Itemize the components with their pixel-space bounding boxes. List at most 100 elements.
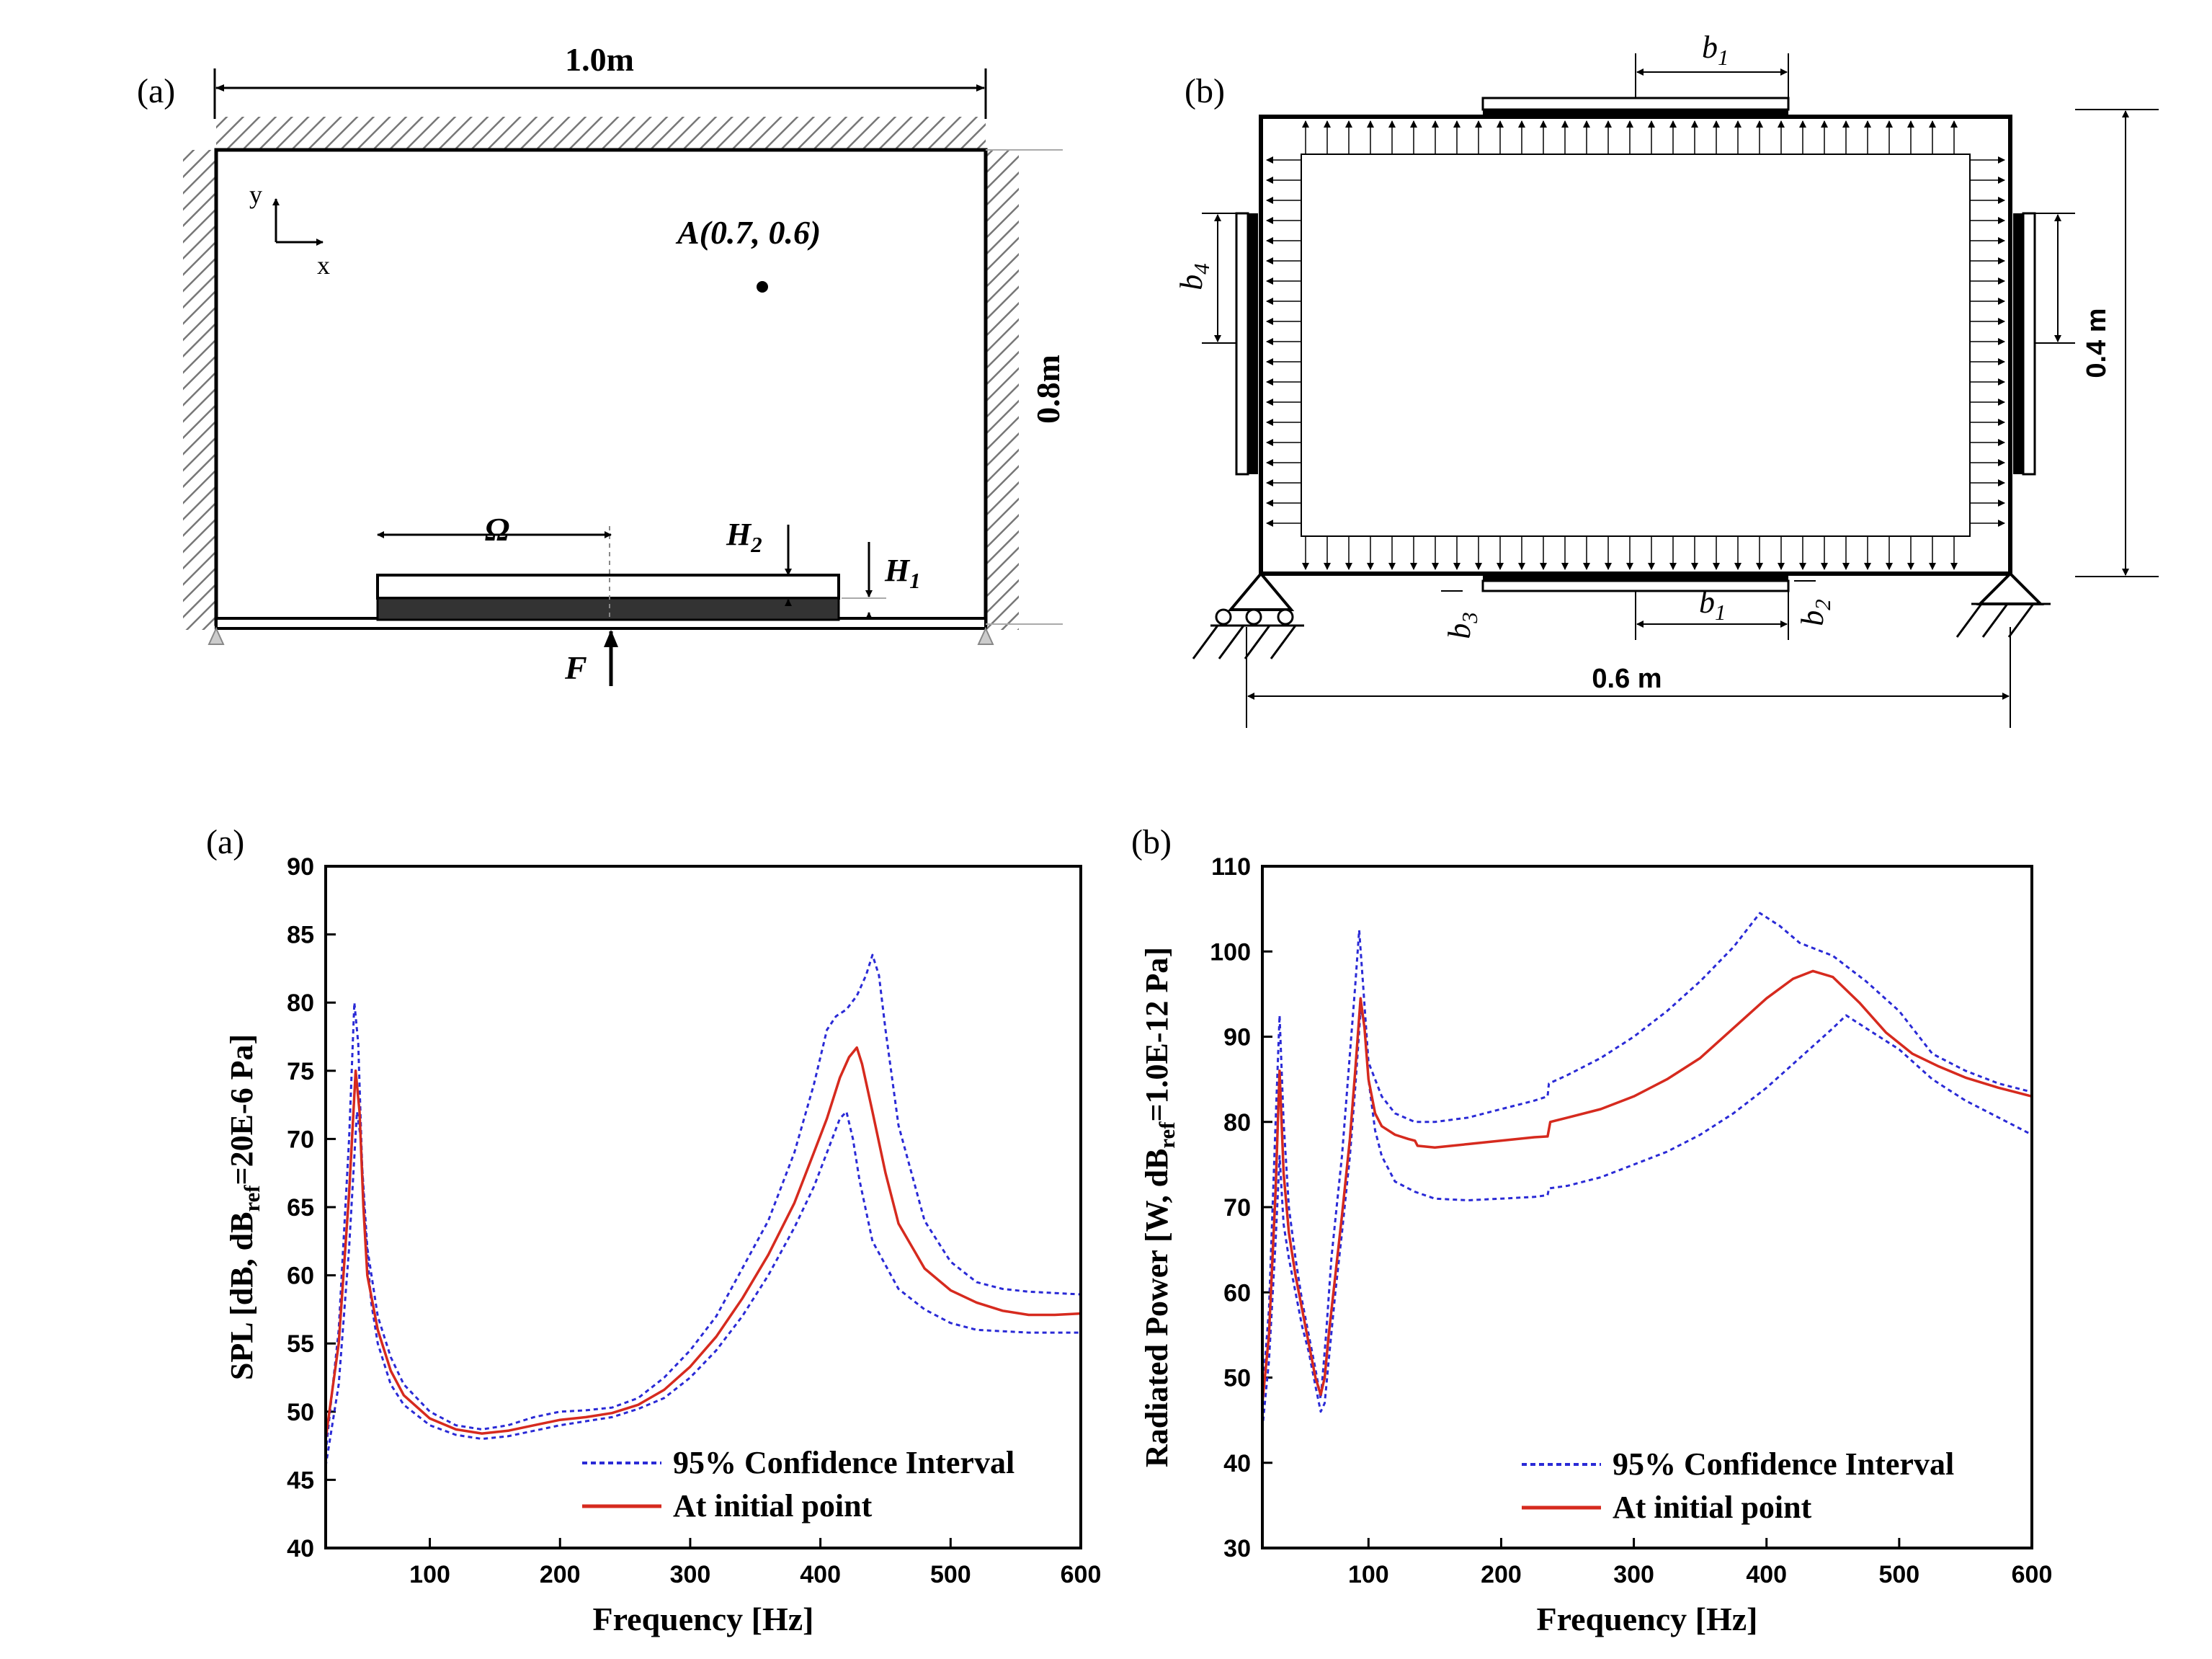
y-tick-label: 55 (287, 1330, 314, 1358)
chart-b: (b) 100 200 300 400 500 600 30 40 50 60 70 80 90 100 1… (1131, 823, 2052, 1637)
chart-b-series (1261, 912, 2033, 1429)
actuator-bottom-layer (376, 597, 840, 621)
y-tick-label: 40 (1223, 1450, 1251, 1477)
y-tick-label: 90 (287, 853, 314, 881)
y-tick-label: 70 (1223, 1194, 1251, 1222)
chart-a-x-axis-label: Frequency [Hz] (592, 1601, 813, 1637)
x-tick-label: 300 (1613, 1561, 1654, 1588)
left-patch-inner (1248, 213, 1258, 474)
chart-a-y-axis-label: SPL [dB, dBref=20E-6 Pa] (224, 1034, 264, 1380)
y-tick-label: 90 (1223, 1024, 1251, 1051)
top-wall-hatch (216, 117, 986, 150)
chart-a: (a) 100 200 300 400 500 600 40 45 50 55 60 65 70 75 80… (206, 823, 1101, 1637)
chart-a-ticks: 100 200 300 400 500 600 40 45 50 55 60 65 70 75 80 85 90 (287, 853, 1101, 1588)
roller-wheel-2 (1245, 608, 1262, 626)
legend-confidence-label: 95% Confidence Interval (1613, 1446, 1954, 1482)
left-wall-hatch (183, 150, 216, 630)
force-label: F (564, 649, 587, 686)
confidence-interval-line (324, 953, 1082, 1453)
right-patch-inner (2013, 213, 2023, 474)
point-a-marker (757, 281, 768, 293)
bottom-patch-upper (1483, 574, 1788, 581)
y-tick-label: 80 (287, 989, 314, 1017)
x-tick-label: 600 (2012, 1561, 2053, 1588)
initial-point-line (1261, 969, 2033, 1404)
y-tick-label: 80 (1223, 1109, 1251, 1137)
b1-top-label: b1 (1702, 30, 1729, 70)
y-tick-label: 70 (287, 1126, 314, 1153)
omega-label: Ω (485, 511, 509, 548)
x-tick-label: 600 (1061, 1561, 1102, 1588)
top-patch-lower (1483, 110, 1788, 117)
y-tick-label: 30 (1223, 1535, 1251, 1562)
chart-b-legend: 95% Confidence Interval At initial point (1522, 1446, 1954, 1525)
b1-bottom-label: b1 (1699, 584, 1726, 625)
x-tick-label: 200 (540, 1561, 581, 1588)
y-tick-label: 60 (287, 1263, 314, 1290)
b4-label: b4 (1174, 263, 1214, 290)
roller-wheel-3 (1277, 608, 1294, 626)
b3-label: b3 (1442, 612, 1482, 639)
h1-label: H1 (884, 553, 921, 593)
width-label: 1.0m (565, 41, 634, 78)
diagram-a: (a) 1.0m 0.8m y x A(0.7, 0.6) Ω (137, 41, 1066, 686)
confidence-interval-line (1261, 912, 2033, 1400)
initial-point-line (324, 1046, 1082, 1439)
height-label: 0.8m (1030, 355, 1066, 424)
x-tick-label: 100 (409, 1561, 450, 1588)
y-tick-label: 60 (1223, 1279, 1251, 1307)
actuator-top-layer (376, 574, 840, 600)
y-tick-label: 50 (287, 1399, 314, 1426)
x-tick-label: 500 (930, 1561, 971, 1588)
confidence-interval-line (1261, 1010, 2033, 1429)
axis-x-label: x (317, 251, 330, 280)
support-right (977, 626, 994, 645)
y-tick-label: 75 (287, 1058, 314, 1085)
box-outer (1259, 115, 2012, 576)
chart-a-plot-frame (324, 865, 1082, 1549)
pin-ground-hatch (1955, 603, 2035, 638)
y-tick-label: 110 (1211, 853, 1251, 881)
y-tick-label: 45 (287, 1467, 314, 1494)
left-patch-outer (1235, 212, 1249, 476)
chart-b-y-axis-label: Radiated Power [W, dBref=1.0E-12 Pa] (1139, 947, 1179, 1467)
bottom-patch-lower (1481, 579, 1790, 592)
point-a-label: A(0.7, 0.6) (675, 214, 821, 251)
b2-label: b2 (1795, 599, 1835, 626)
x-tick-label: 500 (1878, 1561, 1919, 1588)
chart-a-legend: 95% Confidence Interval At initial point (582, 1445, 1014, 1524)
normal-arrows (1266, 120, 2005, 570)
right-wall-hatch (986, 150, 1019, 630)
axis-y-label: y (249, 180, 262, 209)
legend-initial-label: At initial point (1613, 1490, 1812, 1525)
chart-b-plot-frame (1261, 865, 2033, 1549)
chart-a-panel-label: (a) (206, 823, 244, 861)
x-tick-label: 300 (670, 1561, 711, 1588)
b-height-label: 0.4 m (2082, 308, 2112, 378)
legend-initial-label: At initial point (673, 1488, 873, 1524)
x-tick-label: 100 (1348, 1561, 1389, 1588)
cavity-outline (214, 148, 988, 626)
y-tick-label: 100 (1210, 938, 1251, 966)
x-tick-label: 200 (1481, 1561, 1522, 1588)
x-tick-label: 400 (800, 1561, 841, 1588)
roller-support (1227, 571, 1295, 611)
diagram-a-panel-label: (a) (137, 72, 175, 110)
confidence-interval-line (324, 1111, 1081, 1467)
diagram-b: (b) b1 b4 0.4 m (1174, 30, 2159, 728)
chart-b-panel-label: (b) (1131, 823, 1172, 861)
y-tick-label: 65 (287, 1194, 314, 1222)
diagram-b-panel-label: (b) (1185, 72, 1225, 110)
legend-confidence-label: 95% Confidence Interval (673, 1445, 1014, 1480)
x-tick-label: 400 (1746, 1561, 1787, 1588)
box-inner (1301, 154, 1971, 537)
h2-label: H2 (726, 517, 762, 557)
y-tick-label: 50 (1223, 1365, 1251, 1392)
support-left (208, 626, 225, 645)
top-patch-upper (1481, 97, 1790, 111)
pin-support (1976, 571, 2044, 605)
chart-b-x-axis-label: Frequency [Hz] (1536, 1601, 1757, 1637)
roller-ground-hatch (1192, 625, 1297, 659)
right-patch-outer (2022, 212, 2036, 476)
